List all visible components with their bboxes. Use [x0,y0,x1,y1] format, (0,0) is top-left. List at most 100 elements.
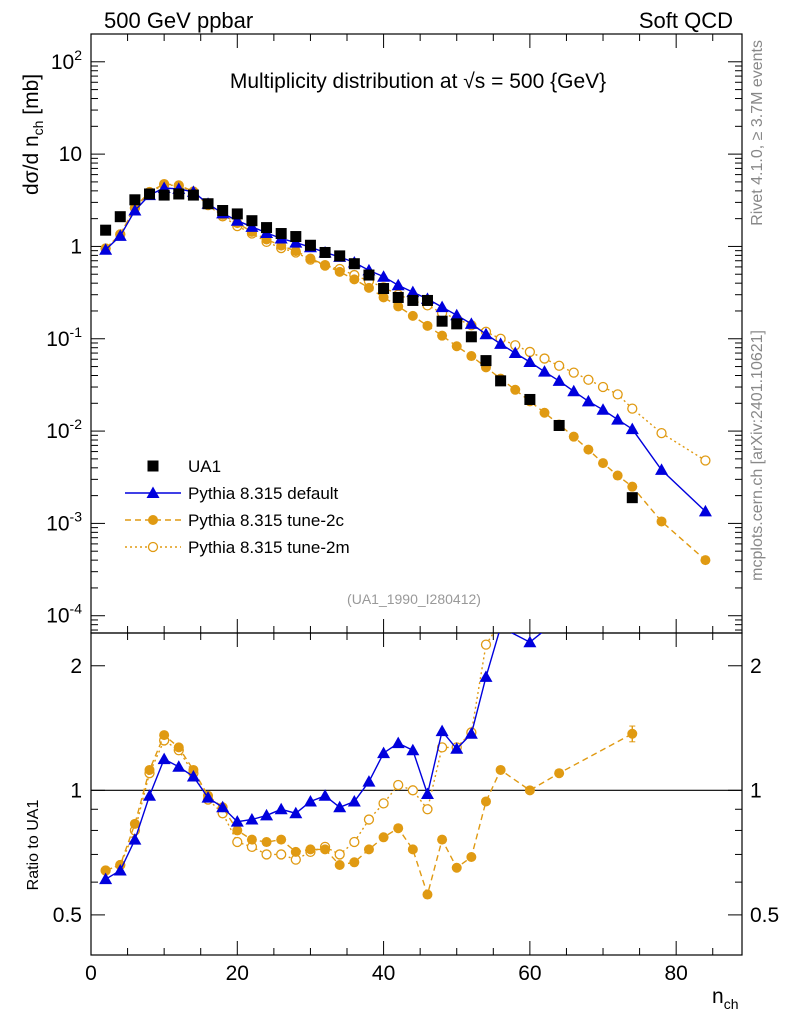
data-point-ua1 [524,393,536,405]
ratio-point-pythia-8-315-tune-2m [276,849,287,860]
data-point-pythia-8-315-tune-2m [539,353,550,364]
data-point-pythia-8-315-tune-2m [553,360,565,371]
data-point-pythia-8-315-default [128,204,142,216]
data-point-ua1 [378,283,390,295]
ratio-point-pythia-8-315-default [216,800,230,813]
ratio-point-pythia-8-315-tune-2c [320,844,331,855]
ratio-point-pythia-8-315-default [333,800,347,813]
ratio-point-pythia-8-315-default [172,760,186,772]
ratio-point-pythia-8-315-default [289,806,303,819]
ratio-point-pythia-8-315-default [553,612,566,624]
ratio-point-pythia-8-315-default [464,727,478,739]
ratio-point-pythia-8-315-tune-2c [305,844,316,855]
ratio-y-tick-label: 0.5 [53,904,82,927]
data-point-pythia-8-315-default [113,229,127,241]
data-point-pythia-8-315-tune-2c [568,431,579,442]
data-point-pythia-8-315-tune-2c [437,330,448,341]
data-point-pythia-8-315-tune-2c [612,470,623,481]
ratio-point-pythia-8-315-tune-2c [437,834,448,845]
data-point-pythia-8-315-tune-2m [583,374,594,385]
data-point-pythia-8-315-tune-2c [378,292,389,303]
data-point-pythia-8-315-default [596,403,610,415]
data-point-pythia-8-315-default [99,243,113,255]
ratio-line-pythia-8-315-tune-2c [105,733,633,897]
mcplots-credit-label: mcplots.cern.ch [arXiv:2401.10621] [749,330,766,581]
data-point-ua1 [187,189,199,201]
ratio-point-pythia-8-315-tune-2c [144,764,155,775]
data-point-pythia-8-315-default [230,214,244,226]
data-point-ua1 [114,211,126,223]
data-point-ua1 [217,205,229,217]
data-point-pythia-8-315-default [552,374,566,386]
data-point-ua1 [407,294,419,306]
legend-label-pythia-8-315-tune-2m: Pythia 8.315 tune-2m [188,538,350,557]
data-point-pythia-8-315-default [377,270,391,282]
ratio-point-pythia-8-315-default [318,789,332,801]
data-point-pythia-8-315-tune-2m [700,455,711,466]
data-point-pythia-8-315-tune-2c [510,384,521,395]
data-point-pythia-8-315-tune-2c [539,407,550,418]
ratio-point-pythia-8-315-tune-2c [188,764,199,775]
data-point-pythia-8-315-default [538,365,552,377]
ratio-line-pythia-8-315-default [105,633,543,880]
data-point-pythia-8-315-tune-2c [363,282,374,293]
data-point-ua1 [290,231,302,243]
ratio-point-pythia-8-315-default [99,872,113,885]
ratio-point-pythia-8-315-default [303,794,317,807]
ratio-point-pythia-8-315-tune-2c [378,832,389,843]
data-point-pythia-8-315-tune-2m [627,403,638,414]
ratio-point-pythia-8-315-tune-2c [276,834,287,845]
ratio-point-pythia-8-315-tune-2c [480,796,491,807]
y-axis-label: dσ/d nch [mb] [20,74,46,195]
ratio-point-pythia-8-315-tune-2c [159,730,170,741]
data-point-ua1 [436,315,448,327]
x-tick-label: 40 [372,962,395,985]
data-point-pythia-8-315-tune-2c [627,481,638,492]
data-point-pythia-8-315-default [567,384,581,397]
ratio-point-pythia-8-315-tune-2m [261,849,272,860]
header-right: Soft QCD [639,8,733,33]
ratio-point-pythia-8-315-tune-2m [480,639,492,650]
ratio-point-pythia-8-315-default [523,635,537,648]
ratio-y-tick-label: 2 [70,655,82,678]
rivet-version-label: Rivet 4.1.0, ≥ 3.7M events [749,40,766,226]
data-point-pythia-8-315-default [406,285,420,298]
ratio-point-pythia-8-315-tune-2m [232,836,243,848]
ratio-point-pythia-8-315-default [420,787,434,799]
x-tick-label: 20 [226,962,249,985]
data-point-ua1 [480,355,492,367]
ratio-y-tick-label-right: 2 [750,655,762,678]
x-tick-label: 0 [85,962,97,985]
data-point-pythia-8-315-tune-2m [524,346,536,358]
data-point-ua1 [392,291,404,303]
data-point-pythia-8-315-tune-2c [334,266,345,277]
data-point-ua1 [465,331,477,343]
ratio-point-pythia-8-315-default [157,752,171,765]
data-point-pythia-8-315-tune-2m [568,367,579,378]
legend-label-pythia-8-315-tune-2c: Pythia 8.315 tune-2c [188,511,344,530]
data-point-pythia-8-315-default [450,308,464,321]
y-tick-label: 1 [70,235,82,258]
ratio-point-pythia-8-315-default [113,864,127,876]
data-point-ua1 [202,198,214,210]
data-point-pythia-8-315-tune-2c [656,516,667,527]
ratio-point-pythia-8-315-tune-2c [524,785,535,796]
data-point-ua1 [451,318,463,330]
data-point-pythia-8-315-tune-2m [656,427,667,439]
legend-marker-ua1 [147,460,159,472]
data-point-ua1 [275,228,287,240]
y-tick-label: 10 [59,143,82,166]
data-point-ua1 [421,294,433,306]
data-point-pythia-8-315-default [464,317,478,329]
ratio-point-pythia-8-315-default [230,815,244,827]
ratio-point-pythia-8-315-default [406,743,420,756]
plot-title: Multiplicity distribution at √s = 500 {G… [230,70,606,93]
ratio-point-pythia-8-315-tune-2c [451,862,462,873]
ratio-point-pythia-8-315-tune-2m [436,742,448,753]
data-point-ua1 [129,194,141,206]
ratio-point-pythia-8-315-tune-2m [407,785,418,796]
ratio-y-tick-label-right: 0.5 [750,904,779,927]
ratio-point-pythia-8-315-default [245,813,259,825]
data-point-ua1 [231,208,243,220]
ratio-point-pythia-8-315-tune-2m [422,804,433,815]
